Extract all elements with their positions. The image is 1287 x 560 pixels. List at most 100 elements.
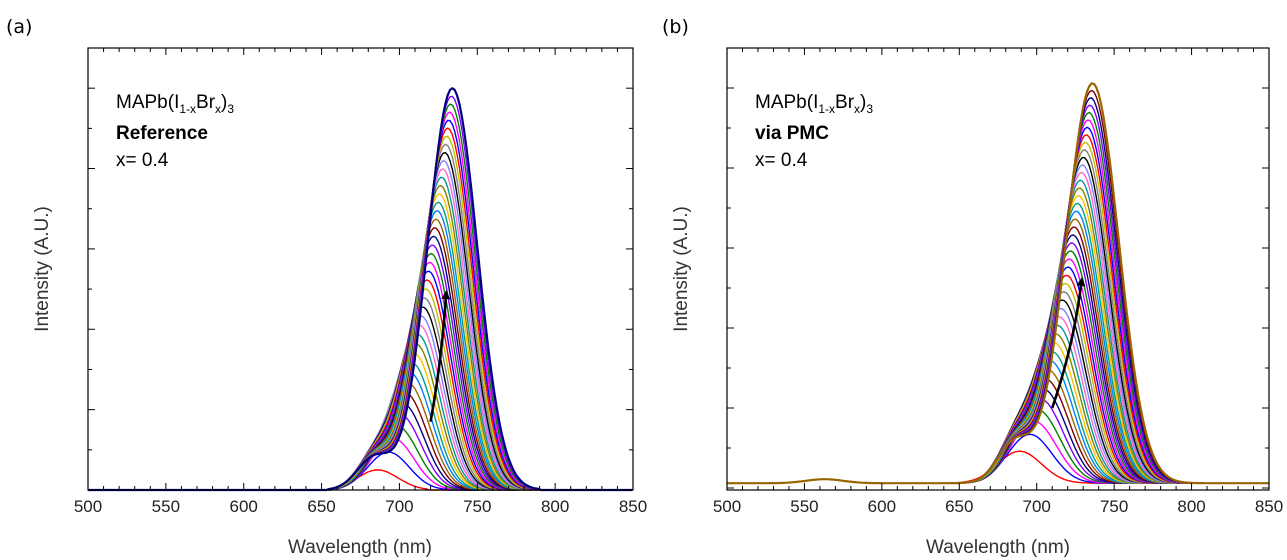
panel-a-x-tick-label: 600 [230, 497, 258, 516]
panel-a-series-21 [88, 261, 633, 491]
panel-b-series-40 [727, 111, 1269, 484]
panel-b-formula: MAPb(I1-xBrx)3 [755, 92, 873, 116]
panel-b-ticks [726, 47, 1270, 490]
panel-b-series-18 [727, 282, 1269, 484]
panel-b-x-tick-label: 750 [1100, 497, 1128, 516]
panel-a-series-40 [88, 103, 633, 491]
panel-b-series-32 [727, 172, 1269, 484]
panel-b-series-43 [727, 89, 1269, 484]
panel-b-series-22 [727, 250, 1269, 484]
panel-b-series-group [727, 82, 1269, 485]
panel-b-arrow [1050, 277, 1086, 409]
panel-a-series-20 [88, 270, 633, 491]
panel-b-series-34 [727, 156, 1269, 484]
panel-b-series-33 [727, 164, 1269, 484]
panel-a-series-32 [88, 168, 633, 491]
panel-b-series-39 [727, 119, 1269, 484]
panel-a-series-26 [88, 218, 633, 491]
panel-a-series-23 [88, 244, 633, 491]
panel-b-series-24 [727, 234, 1269, 484]
panel-b-series-23 [727, 242, 1269, 484]
panel-b-series-27 [727, 210, 1269, 484]
panel-a-arrow [429, 290, 451, 422]
panel-b-series-25 [727, 226, 1269, 484]
panel-b-x-tick-label: 800 [1177, 497, 1205, 516]
panel-b-series-26 [727, 218, 1269, 484]
panel-a-series-25 [88, 227, 633, 491]
panel-b-series-36 [727, 141, 1269, 484]
panel-a-series-34 [88, 151, 633, 491]
panel-a-series-27 [88, 210, 633, 491]
panel-b-x-tick-label: 550 [790, 497, 818, 516]
panel-b-series-35 [727, 149, 1269, 484]
panel-a: (a) 500 550 600 650 700 750 800 850 Wavelength … [6, 16, 647, 558]
panel-a-arrow-head [441, 290, 451, 300]
panel-b-series-28 [727, 202, 1269, 484]
panel-a-series-36 [88, 135, 633, 491]
panel-a-series-39 [88, 111, 633, 491]
panel-b-series-30 [727, 187, 1269, 484]
panel-b-series-21 [727, 258, 1269, 484]
panel-b-series-38 [727, 126, 1269, 484]
panel-b-series-19 [727, 274, 1269, 484]
panel-b-series-20 [727, 266, 1269, 484]
panel-b-y-axis-title: Intensity (A.U.) [671, 206, 692, 332]
panel-a-composition-label: x= 0.4 [116, 150, 169, 171]
panel-a-series-5 [88, 413, 633, 491]
panel-b-arrow-head [1076, 277, 1086, 287]
panel-a-label: (a) [6, 16, 32, 38]
panel-b-x-tick-label: 600 [868, 497, 896, 516]
panel-b-series-37 [727, 134, 1269, 484]
panel-a-x-tick-labels: 500 550 600 650 700 750 800 850 [74, 497, 647, 516]
panel-b-series-3 [727, 420, 1269, 484]
panel-a-x-tick-label: 750 [463, 497, 491, 516]
panel-a-y-axis-title: Intensity (A.U.) [32, 206, 53, 332]
panel-a-series-group [88, 87, 633, 492]
panel-a-series-31 [88, 176, 633, 491]
panel-a-series-18 [88, 288, 633, 491]
panel-a-ticks [87, 47, 634, 491]
panel-b-x-tick-label: 500 [713, 497, 741, 516]
panel-b-label: (b) [662, 16, 689, 38]
panel-a-series-33 [88, 160, 633, 491]
panel-b-series-42 [727, 97, 1269, 484]
panel-a-series-17 [88, 297, 633, 491]
panel-b-x-axis-title: Wavelength (nm) [926, 537, 1070, 558]
panel-b-x-tick-label: 700 [1023, 497, 1051, 516]
panel-b-series-31 [727, 179, 1269, 484]
panel-a-x-tick-label: 550 [152, 497, 180, 516]
panel-a-x-tick-label: 850 [619, 497, 647, 516]
panel-b-method-label: via PMC [755, 123, 829, 144]
panel-a-series-4 [88, 424, 633, 491]
panel-a-arrow-shaft [429, 293, 448, 422]
panel-b: (b) 500 550 600 650 700 750 800 850 Wavelength … [662, 16, 1283, 558]
panel-a-series-38 [88, 119, 633, 491]
panel-b-x-tick-label: 650 [945, 497, 973, 516]
panel-b-series-44 [727, 82, 1269, 485]
panel-a-x-tick-label: 700 [385, 497, 413, 516]
panel-b-series-4 [727, 408, 1269, 484]
panel-b-x-tick-labels: 500 550 600 650 700 750 800 850 [713, 497, 1283, 516]
panel-a-series-28 [88, 201, 633, 491]
panel-a-series-41 [88, 95, 633, 491]
panel-b-composition-label: x= 0.4 [755, 150, 808, 171]
panel-a-formula: MAPb(I1-xBrx)3 [116, 92, 234, 116]
panel-a-x-tick-label: 500 [74, 497, 102, 516]
panel-a-x-tick-label: 650 [307, 497, 335, 516]
panel-a-series-16 [88, 306, 633, 491]
panel-b-series-5 [727, 398, 1269, 484]
panel-a-series-37 [88, 127, 633, 491]
panel-a-plot-frame [87, 47, 634, 491]
panel-a-series-29 [88, 193, 633, 491]
panel-b-x-tick-label: 850 [1255, 497, 1283, 516]
panel-a-series-30 [88, 184, 633, 491]
panel-a-series-35 [88, 143, 633, 491]
panel-a-x-tick-label: 800 [541, 497, 569, 516]
panel-b-arrow-shaft [1050, 279, 1083, 409]
panel-b-series-6 [727, 388, 1269, 484]
panel-a-series-24 [88, 235, 633, 491]
panel-a-series-19 [88, 279, 633, 491]
panel-a-x-axis-title: Wavelength (nm) [288, 537, 432, 558]
panel-a-series-22 [88, 252, 633, 491]
